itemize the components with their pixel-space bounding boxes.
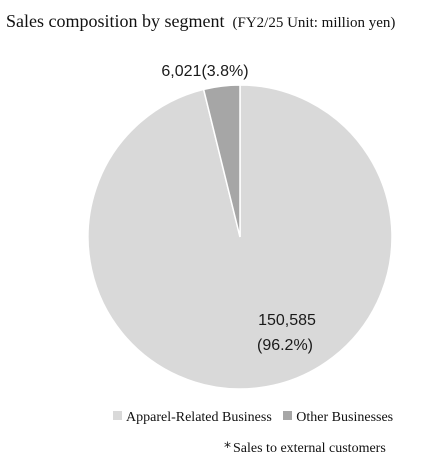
legend-label-other: Other Businesses <box>296 410 394 425</box>
legend-label-apparel: Apparel-Related Business <box>126 410 272 425</box>
chart-subtitle: (FY2/25 Unit: million yen) <box>232 15 396 31</box>
data-label-apparel-value: 150,585 <box>258 312 316 329</box>
footnote-text: Sales to external customers <box>233 441 386 456</box>
legend-swatch-other <box>283 411 293 420</box>
legend-item-other: Other Businesses <box>283 410 393 426</box>
data-label-apparel-percent: (96.2%) <box>257 337 313 354</box>
legend: Apparel-Related Business Other Businesse… <box>113 410 393 426</box>
legend-item-apparel: Apparel-Related Business <box>113 410 272 426</box>
pie-slice-other <box>202 84 241 238</box>
footnote: * Sales to external customers <box>224 440 386 457</box>
data-label-other-businesses: 6,021(3.8%) <box>161 63 248 80</box>
legend-swatch-apparel <box>113 411 122 420</box>
footnote-mark: * <box>224 440 231 456</box>
slices-layer <box>87 84 393 390</box>
chart-title: Sales composition by segment <box>6 11 225 31</box>
chart-title-row: Sales composition by segment (FY2/25 Uni… <box>6 11 426 32</box>
